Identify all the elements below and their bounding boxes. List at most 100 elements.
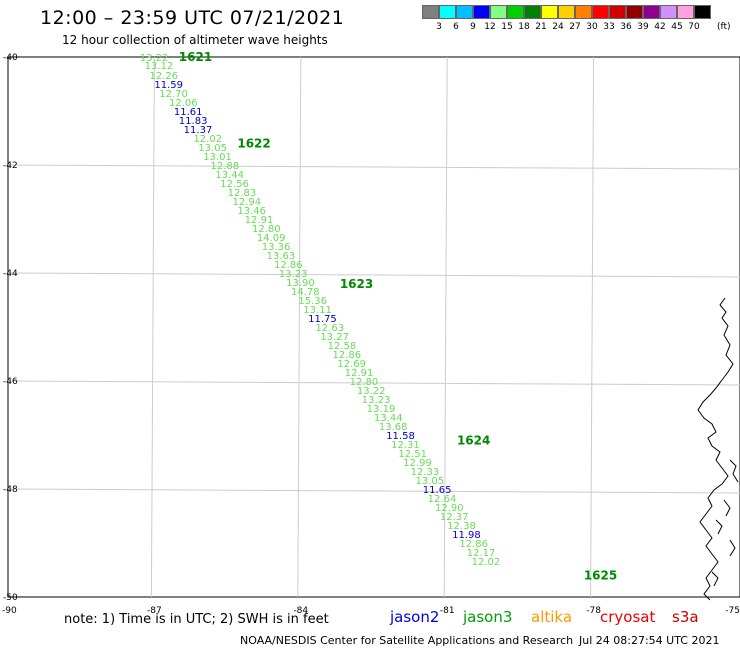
wave-height-value: 12.02 <box>193 134 222 145</box>
colorbar-swatch <box>575 5 592 19</box>
wave-height-value: 12.17 <box>467 548 496 559</box>
wave-height-value: 11.83 <box>179 116 208 127</box>
colorbar-unit: (ft) <box>717 22 731 32</box>
wave-height-value: 13.23 <box>362 395 391 406</box>
wave-height-value: 13.63 <box>267 251 296 262</box>
colorbar-label: 33 <box>603 22 615 32</box>
wave-height-value: 11.65 <box>423 485 452 496</box>
wave-height-value: 12.56 <box>220 179 249 190</box>
colorbar-label: 9 <box>470 22 476 32</box>
colorbar-swatch <box>456 5 473 19</box>
wave-height-value: 12.90 <box>435 503 464 514</box>
colorbar-label: 3 <box>436 22 442 32</box>
colorbar-swatch <box>507 5 524 19</box>
wave-height-value: 13.23 <box>279 269 308 280</box>
map-grid <box>7 56 740 598</box>
lon-tick-label: -87 <box>147 606 162 616</box>
wave-height-value: 12.80 <box>350 377 379 388</box>
wave-height-value: 11.59 <box>154 80 183 91</box>
parallel-line <box>7 380 740 386</box>
lat-tick-label: -50 <box>3 593 18 603</box>
satellite-legend-s3a: s3a <box>672 608 699 626</box>
wave-height-value: 12.99 <box>403 458 432 469</box>
colorbar-label: 6 <box>453 22 459 32</box>
meridian-line <box>150 56 155 598</box>
lat-tick-label: -48 <box>3 485 18 495</box>
colorbar-label: 27 <box>569 22 581 32</box>
colorbar-label: 12 <box>484 22 496 32</box>
satellite-legend-altika: altika <box>531 608 573 626</box>
wave-height-value: 12.58 <box>328 341 357 352</box>
wave-height-value: 12.83 <box>228 188 257 199</box>
axis-labels: -40 -42 -44 -46 -48 -50 -90 -87 -84 -81 -78 -75 <box>2 53 740 616</box>
lon-tick-label: -75 <box>725 606 740 616</box>
wave-height-value: 12.02 <box>472 557 501 568</box>
colorbar-swatch <box>660 5 677 19</box>
colorbar-swatch <box>643 5 660 19</box>
wave-height-value: 12.86 <box>333 350 362 361</box>
wave-height-value: 13.22 <box>357 386 386 397</box>
colorbar-swatch <box>694 5 711 19</box>
lat-tick-label: -44 <box>3 269 18 279</box>
wave-height-value: 13.05 <box>415 476 444 487</box>
colorbar-label: 18 <box>518 22 530 32</box>
wave-height-value: 13.68 <box>379 422 408 433</box>
satellite-legend-cryosat: cryosat <box>600 608 656 626</box>
wave-height-value: 13.22 <box>140 53 169 64</box>
wave-height-value: 13.90 <box>286 278 315 289</box>
wave-height-value: 14.78 <box>291 287 320 298</box>
wave-height-value: 13.44 <box>215 170 244 181</box>
parallel-line <box>7 164 740 170</box>
credit-timestamp: Jul 24 08:27:54 UTC 2021 <box>579 634 720 647</box>
lon-tick-label: -90 <box>2 606 17 616</box>
lon-tick-label: -81 <box>440 606 455 616</box>
wave-height-value: 13.27 <box>320 332 349 343</box>
colorbar-swatch <box>490 5 507 19</box>
satellite-legend-jason3: jason3 <box>463 608 513 626</box>
colorbar-label: 15 <box>501 22 513 32</box>
wave-height-value: 11.61 <box>174 107 203 118</box>
wave-height-value: 12.64 <box>428 494 457 505</box>
colorbar-swatch <box>677 5 694 19</box>
wave-height-value: 12.91 <box>345 368 374 379</box>
colorbar-swatch <box>422 5 439 19</box>
colorbar-swatch <box>609 5 626 19</box>
hour-label: 1622 <box>237 136 270 150</box>
wave-height-value: 12.38 <box>447 521 476 532</box>
wave-height-value: 11.37 <box>184 125 213 136</box>
wave-height-value: 12.51 <box>398 449 427 460</box>
satellite-legend-jason2: jason2 <box>390 608 440 626</box>
satellite-track: 13.2213.1212.2611.5912.7012.0611.6111.83… <box>140 53 500 568</box>
colorbar-label: 39 <box>637 22 649 32</box>
map-title: 12:00 – 23:59 UTC 07/21/2021 <box>40 7 345 29</box>
wave-height-value: 13.46 <box>237 206 266 217</box>
wave-height-value: 12.37 <box>440 512 469 523</box>
wave-height-value: 13.01 <box>203 152 232 163</box>
colorbar-swatch <box>524 5 541 19</box>
colorbar-swatch <box>592 5 609 19</box>
colorbar-swatch <box>541 5 558 19</box>
colorbar-label: 36 <box>620 22 632 32</box>
lon-tick-label: -78 <box>586 606 601 616</box>
wave-height-value: 13.44 <box>374 413 403 424</box>
colorbar-label: 70 <box>688 22 700 32</box>
hour-labels: 1621 1622 1623 1624 1625 <box>179 50 617 582</box>
meridian-line <box>590 56 595 598</box>
wave-height-value: 13.36 <box>262 242 291 253</box>
parallel-line <box>7 488 740 494</box>
map-frame <box>7 56 740 598</box>
wave-height-value: 12.33 <box>411 467 440 478</box>
colorbar-label: 45 <box>671 22 683 32</box>
map-subtitle: 12 hour collection of altimeter wave hei… <box>62 33 328 47</box>
hour-label: 1621 <box>179 50 212 64</box>
wave-height-value: 12.63 <box>315 323 344 334</box>
parallel-line <box>7 272 740 278</box>
wave-height-value: 11.58 <box>386 431 415 442</box>
wave-height-value: 13.11 <box>303 305 332 316</box>
colorbar-label: 21 <box>535 22 547 32</box>
wave-height-value: 12.70 <box>159 89 188 100</box>
wave-height-value: 12.88 <box>211 161 240 172</box>
hour-label: 1623 <box>340 277 373 291</box>
hour-label: 1624 <box>457 433 490 447</box>
